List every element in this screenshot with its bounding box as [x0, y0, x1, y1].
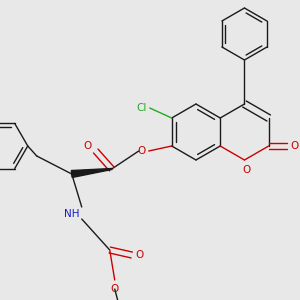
Text: Cl: Cl — [136, 103, 147, 113]
Text: NH: NH — [64, 209, 80, 219]
Text: O: O — [242, 165, 250, 175]
Text: O: O — [84, 141, 92, 151]
Text: O: O — [138, 146, 146, 156]
Polygon shape — [71, 169, 112, 178]
Text: O: O — [291, 141, 299, 151]
Text: O: O — [111, 284, 119, 294]
Text: O: O — [136, 250, 144, 260]
